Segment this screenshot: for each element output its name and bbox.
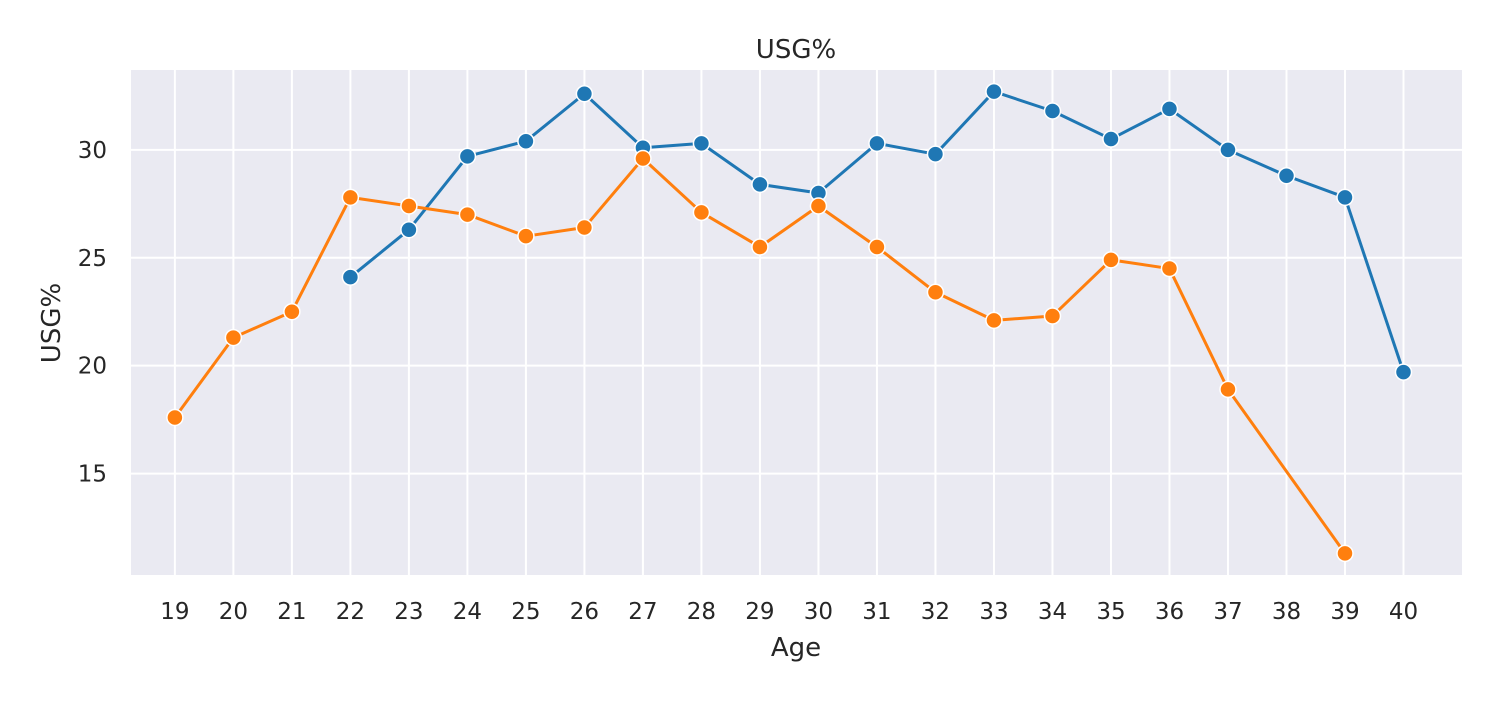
- x-axis-label: Age: [771, 633, 821, 663]
- data-point: [1277, 166, 1296, 185]
- x-tick-label: 26: [570, 599, 599, 625]
- y-grid-lines: [131, 148, 1462, 475]
- data-point: [517, 132, 535, 150]
- x-tick-label: 29: [745, 599, 774, 625]
- data-point: [1336, 544, 1354, 563]
- data-point: [868, 238, 886, 256]
- x-tick-label: 38: [1272, 599, 1301, 625]
- data-point: [575, 84, 594, 103]
- y-axis-label: USG%: [37, 283, 67, 363]
- data-point: [692, 203, 711, 222]
- data-point: [926, 283, 945, 302]
- x-tick-label: 20: [219, 599, 248, 625]
- y-tick-label: 30: [78, 138, 107, 164]
- data-point: [1219, 141, 1237, 159]
- x-tick-label: 21: [277, 599, 306, 625]
- data-point: [1160, 100, 1179, 118]
- x-tick-label: 24: [453, 599, 482, 625]
- x-tick-labels: 19 20 21 22 23 24 25 26 27 28 29 30 31 32 33 34 35 36 37 38…: [160, 599, 1418, 625]
- x-tick-label: 33: [979, 599, 1008, 625]
- data-point: [985, 311, 1003, 330]
- data-point: [926, 145, 945, 163]
- data-point: [1160, 259, 1179, 278]
- x-tick-label: 34: [1038, 599, 1067, 625]
- x-tick-label: 36: [1155, 599, 1184, 625]
- data-point: [517, 227, 535, 245]
- data-point: [1394, 363, 1413, 381]
- data-point: [1336, 188, 1354, 207]
- data-point: [1219, 380, 1237, 399]
- data-point: [341, 188, 360, 207]
- chart-title: USG%: [756, 35, 836, 65]
- data-point: [634, 149, 652, 168]
- x-tick-label: 37: [1213, 599, 1242, 625]
- data-point: [341, 268, 360, 286]
- series-2: [166, 149, 1354, 563]
- data-point: [400, 197, 418, 215]
- data-point: [224, 328, 243, 347]
- plot-area: [131, 70, 1462, 575]
- series-1: [341, 82, 1413, 381]
- x-tick-label: 39: [1330, 599, 1359, 625]
- data-point: [400, 220, 418, 239]
- x-tick-label: 30: [804, 599, 833, 625]
- x-tick-label: 32: [921, 599, 950, 625]
- data-point: [868, 134, 886, 153]
- y-tick-label: 15: [78, 462, 107, 488]
- data-point: [985, 82, 1003, 101]
- y-tick-label: 20: [78, 354, 107, 380]
- x-tick-label: 35: [1096, 599, 1125, 625]
- series-line: [173, 156, 1347, 555]
- data-point: [575, 218, 594, 237]
- data-point: [1102, 251, 1120, 269]
- y-tick-labels: 15 20 25 30: [78, 138, 107, 488]
- data-point: [458, 147, 477, 166]
- y-tick-label: 25: [78, 246, 107, 272]
- data-point: [692, 134, 711, 153]
- data-point: [1043, 102, 1062, 120]
- x-tick-label: 27: [628, 599, 657, 625]
- x-tick-label: 40: [1389, 599, 1418, 625]
- data-point: [751, 238, 769, 256]
- x-tick-label: 28: [687, 599, 716, 625]
- x-tick-label: 31: [862, 599, 891, 625]
- data-point: [751, 175, 769, 194]
- x-tick-label: 22: [336, 599, 365, 625]
- x-tick-label: 25: [511, 599, 540, 625]
- data-point: [809, 197, 828, 215]
- x-tick-label: 19: [160, 599, 189, 625]
- data-point: [458, 205, 477, 224]
- series-layer: [166, 82, 1413, 563]
- data-point: [1102, 130, 1120, 148]
- data-point: [283, 302, 301, 321]
- data-point: [166, 408, 184, 427]
- data-point: [1043, 307, 1062, 325]
- x-tick-label: 23: [394, 599, 423, 625]
